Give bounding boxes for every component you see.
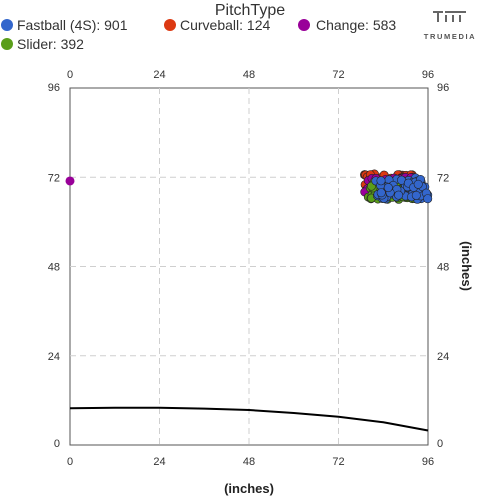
legend-slider-label: Slider: 392 xyxy=(17,36,84,52)
y-tick-label-left: 72 xyxy=(48,172,60,184)
y-tick-label-right: 96 xyxy=(437,82,449,94)
y-tick-label-right: 48 xyxy=(437,262,449,274)
x-tick-label-bottom: 48 xyxy=(243,456,255,468)
x-tick-label-bottom: 72 xyxy=(332,456,344,468)
legend-fastball-marker xyxy=(1,19,13,31)
y-tick-label-right: 0 xyxy=(437,438,443,450)
legend-item-fastball[interactable]: Fastball (4S): 901 xyxy=(1,17,128,33)
pitch-point xyxy=(411,190,421,200)
legend-fastball-label: Fastball (4S): 901 xyxy=(17,17,128,33)
pitch-point xyxy=(413,179,423,189)
x-tick-label-top: 72 xyxy=(332,69,344,81)
strike-zone-curve-layer xyxy=(69,406,429,432)
pitch-point xyxy=(376,176,386,186)
y-tick-label-left: 24 xyxy=(48,351,60,363)
y-axis-label: (inches) xyxy=(459,241,474,291)
legend-item-slider[interactable]: Slider: 392 xyxy=(1,36,84,52)
pitch-point xyxy=(383,183,393,193)
x-axis-label: (inches) xyxy=(224,481,274,496)
x-tick-label-bottom: 0 xyxy=(67,456,73,468)
pitch-point-outlier xyxy=(65,176,75,186)
pitch-point xyxy=(423,194,433,204)
x-tick-label-top: 48 xyxy=(243,69,255,81)
y-tick-label-right: 72 xyxy=(437,172,449,184)
legend-slider-marker xyxy=(1,38,13,50)
legend-title: PitchType xyxy=(215,2,285,19)
x-tick-label-top: 96 xyxy=(422,69,434,81)
pitch-point xyxy=(394,190,404,200)
legend-change-label: Change: 583 xyxy=(316,17,396,33)
legend-change-marker xyxy=(298,19,310,31)
x-tick-label-top: 24 xyxy=(153,69,165,81)
y-tick-label-right: 24 xyxy=(437,351,449,363)
trumedia-logo: TRUMEDIA xyxy=(424,11,476,41)
legend-curveball-label: Curveball: 124 xyxy=(180,17,270,33)
x-tick-label-top: 0 xyxy=(67,69,73,81)
strike-zone-curve xyxy=(69,406,429,432)
legend-item-curveball[interactable]: Curveball: 124 xyxy=(164,17,270,33)
pitch-point xyxy=(376,188,386,198)
pitch-points xyxy=(65,169,433,204)
x-tick-label-bottom: 24 xyxy=(153,456,165,468)
y-tick-label-left: 96 xyxy=(48,82,60,94)
legend-curveball-marker xyxy=(164,19,176,31)
y-tick-label-left: 0 xyxy=(54,438,60,450)
legend-item-change[interactable]: Change: 583 xyxy=(298,17,396,33)
y-tick-label-left: 48 xyxy=(48,262,60,274)
logo-text: TRUMEDIA xyxy=(424,32,476,41)
x-tick-label-bottom: 96 xyxy=(422,456,434,468)
